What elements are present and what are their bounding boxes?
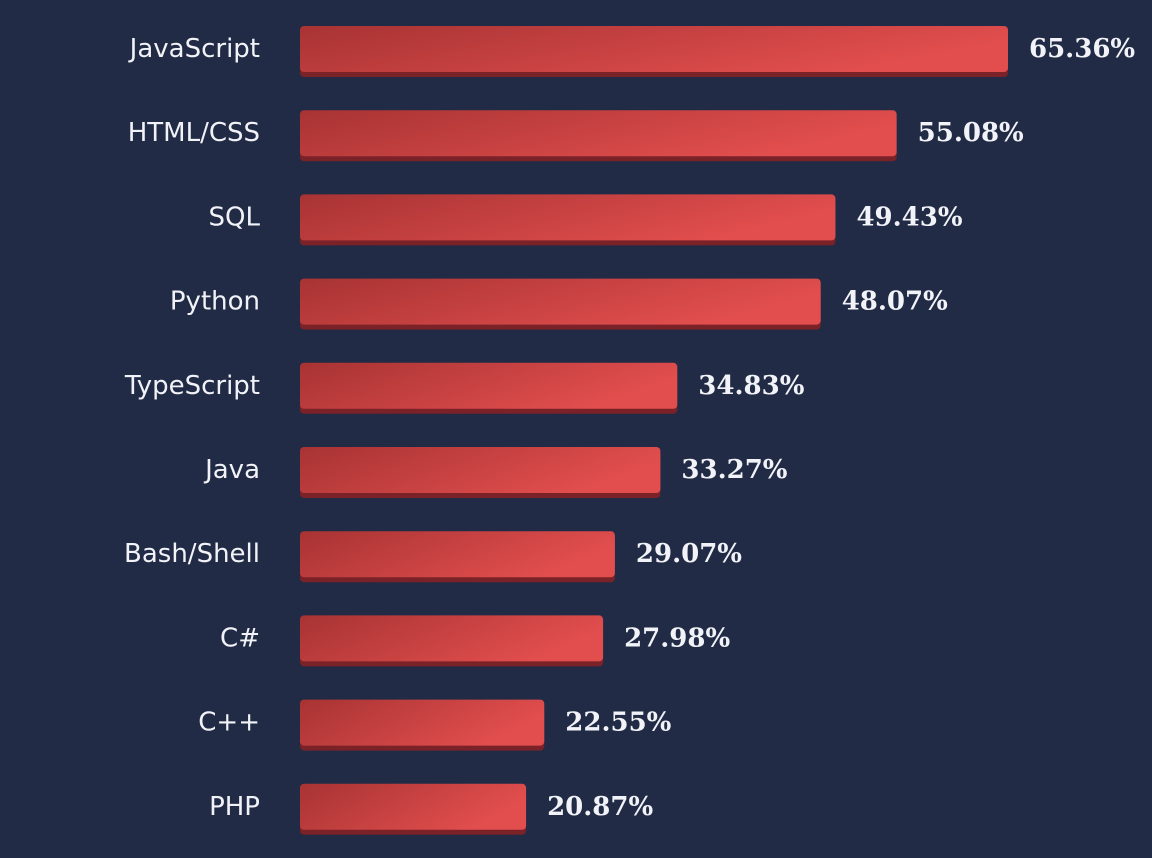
value-label: 29.07% (636, 539, 742, 569)
bar-html-css (300, 110, 897, 157)
bar-php (300, 783, 527, 830)
value-label: 20.87% (547, 792, 653, 822)
bar-row: TypeScript 34.83% (124, 362, 805, 414)
value-label: 27.98% (624, 623, 730, 653)
bar-row: C++ 22.55% (198, 699, 672, 751)
category-label: C++ (198, 708, 260, 738)
bar-row: Bash/Shell 29.07% (124, 531, 742, 583)
bar-javascript (300, 26, 1008, 72)
bar-row: HTML/CSS 55.08% (128, 110, 1024, 162)
bar-row: SQL 49.43% (209, 194, 963, 246)
value-label: 34.83% (698, 371, 804, 401)
bar-row: PHP 20.87% (209, 783, 653, 835)
category-label: SQL (209, 202, 261, 232)
bar-sql (300, 194, 836, 241)
bar-python (300, 278, 821, 325)
value-label: 55.08% (918, 118, 1024, 148)
bar-typescript (300, 362, 678, 409)
bar-c- (300, 699, 545, 746)
bar-c- (300, 615, 604, 662)
value-label: 48.07% (842, 287, 948, 317)
bars-group: JavaScript 65.36% HTML/CSS 55.08% SQL 49.43% P… (124, 26, 1135, 835)
category-label: Java (203, 455, 260, 485)
category-label: TypeScript (124, 371, 260, 401)
bar-java (300, 447, 661, 493)
bar-bash-shell (300, 531, 615, 578)
value-label: 49.43% (856, 202, 962, 232)
bar-row: Java 33.27% (203, 447, 788, 498)
value-label: 65.36% (1029, 34, 1135, 64)
category-label: Bash/Shell (124, 539, 260, 569)
category-label: Python (170, 287, 260, 317)
category-label: PHP (209, 792, 260, 822)
category-label: JavaScript (128, 34, 260, 64)
bar-row: JavaScript 65.36% (128, 26, 1135, 77)
value-label: 33.27% (681, 455, 787, 485)
bar-row: Python 48.07% (170, 278, 948, 330)
category-label: C# (220, 623, 260, 653)
bar-row: C# 27.98% (220, 615, 731, 667)
category-label: HTML/CSS (128, 118, 260, 148)
value-label: 22.55% (565, 708, 671, 738)
